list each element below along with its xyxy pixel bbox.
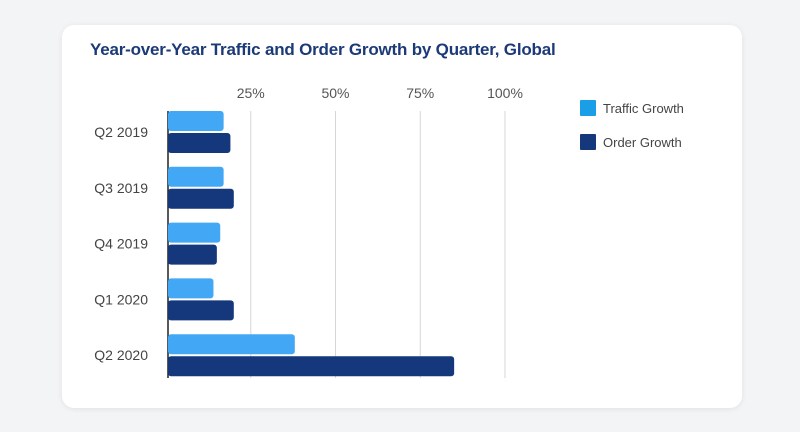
x-tick-label: 100%	[487, 85, 523, 101]
category-label: Q2 2019	[94, 124, 148, 140]
category-label: Q3 2019	[94, 180, 148, 196]
legend-label: Order Growth	[603, 135, 682, 150]
x-tick-label: 25%	[237, 85, 265, 101]
legend-swatch	[580, 100, 596, 116]
order-growth-bar	[168, 244, 217, 265]
x-tick-label: 75%	[406, 85, 434, 101]
traffic-growth-bar	[168, 278, 214, 299]
chart-title: Year-over-Year Traffic and Order Growth …	[90, 40, 556, 59]
order-growth-bar	[168, 356, 455, 377]
traffic-growth-bar	[168, 222, 221, 243]
category-label: Q4 2019	[94, 236, 148, 252]
order-growth-bar	[168, 300, 234, 321]
order-growth-bar	[168, 188, 234, 209]
order-growth-bar	[168, 133, 231, 153]
traffic-growth-bar	[168, 334, 295, 355]
category-label: Q2 2020	[94, 347, 148, 363]
traffic-growth-bar	[168, 166, 224, 187]
x-tick-label: 50%	[321, 85, 349, 101]
category-label: Q1 2020	[94, 291, 148, 307]
legend-swatch	[580, 134, 596, 150]
legend-label: Traffic Growth	[603, 101, 684, 116]
traffic-growth-bar	[168, 111, 224, 131]
